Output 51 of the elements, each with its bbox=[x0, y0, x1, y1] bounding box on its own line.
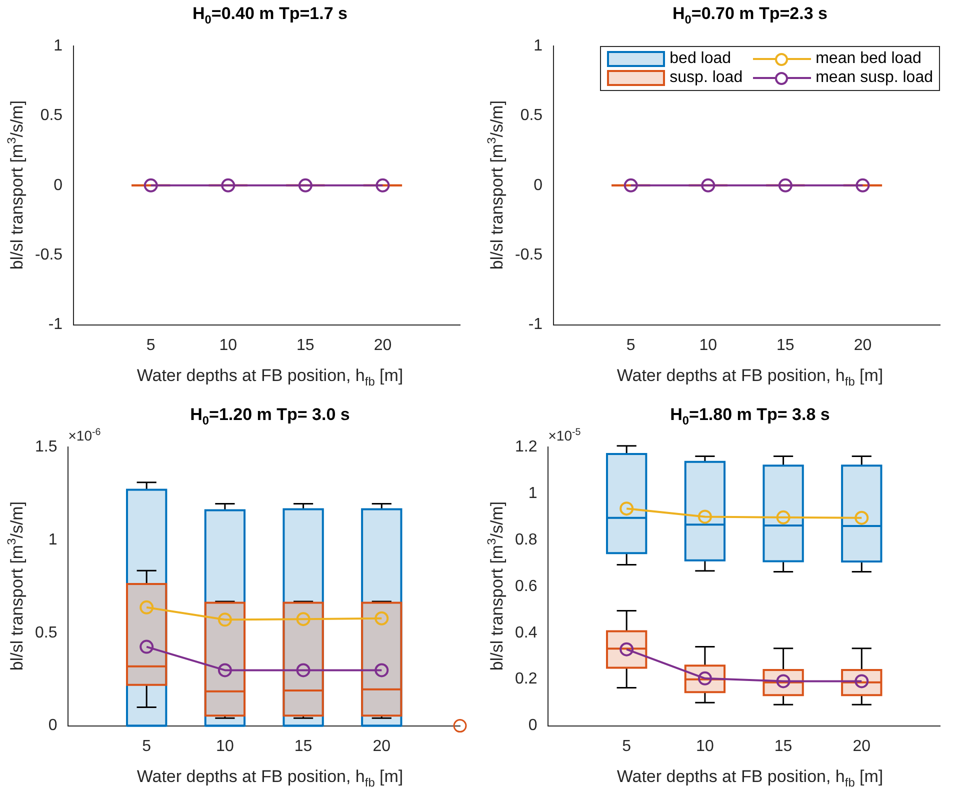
text: ×10$^{-5}$ bbox=[548, 427, 581, 444]
x-tick-label: 15 bbox=[774, 738, 792, 755]
y-tick-label: 0 bbox=[48, 717, 58, 734]
y-tick-label: -1 bbox=[528, 316, 543, 334]
x-tick-label: 20 bbox=[374, 336, 392, 354]
x-axis-title: Water depths at FB position, h$_{fb}$ [m] bbox=[616, 366, 884, 388]
x-tick-label: 20 bbox=[852, 738, 871, 755]
x-axis-title: Water depths at FB position, h$_{fb}$ [m] bbox=[136, 366, 404, 388]
y-tick-label: 0.5 bbox=[34, 624, 58, 642]
y-tick-label: -0.5 bbox=[34, 246, 63, 264]
x-tick-label: 15 bbox=[776, 336, 794, 354]
y-tick-label: 0 bbox=[54, 176, 63, 194]
y-tick-label: -0.5 bbox=[514, 246, 543, 264]
chart-title: H$_{0}$=1.80 m Tp= 3.8 s bbox=[669, 405, 831, 428]
x-tick-label: 10 bbox=[216, 738, 234, 755]
x-axis-title: Water depths at FB position, h$_{fb}$ [m] bbox=[136, 767, 404, 790]
x-tick-label: 15 bbox=[296, 336, 314, 354]
y-tick-label: 1.5 bbox=[34, 438, 58, 456]
chart-title: H$_{0}$=0.40 m Tp=1.7 s bbox=[192, 4, 348, 26]
y-tick-label: 0.8 bbox=[514, 531, 538, 548]
y-tick-label: 1.2 bbox=[514, 438, 538, 456]
y-tick-label: 0.5 bbox=[40, 107, 63, 124]
x-tick-label: 10 bbox=[699, 336, 718, 354]
x-tick-label: 5 bbox=[146, 336, 156, 354]
chart-title: H$_{0}$=1.20 m Tp= 3.0 s bbox=[189, 405, 351, 428]
y-tick-label: 0 bbox=[528, 717, 538, 734]
legend-label: mean susp. load bbox=[816, 69, 933, 87]
y-tick-label: 0.6 bbox=[514, 578, 538, 595]
y-tick-label: 0.2 bbox=[514, 670, 538, 688]
y-tick-label: 1 bbox=[48, 531, 58, 548]
x-tick-label: 20 bbox=[854, 336, 872, 354]
legend-label: susp. load bbox=[670, 69, 743, 87]
x-tick-label: 15 bbox=[294, 738, 312, 755]
x-axis-title: Water depths at FB position, h$_{fb}$ [m] bbox=[616, 767, 884, 790]
y-tick-label: 0.4 bbox=[514, 624, 538, 642]
chart-title: H$_{0}$=0.70 m Tp=2.3 s bbox=[672, 4, 828, 26]
y-tick-label: 1 bbox=[54, 37, 63, 54]
x-tick-label: 5 bbox=[622, 738, 632, 755]
text: ×10$^{-6}$ bbox=[68, 427, 101, 444]
y-tick-label: -1 bbox=[48, 316, 63, 334]
y-tick-label: 1 bbox=[528, 484, 538, 502]
x-tick-label: 5 bbox=[626, 336, 636, 354]
y-tick-label: 0.5 bbox=[520, 107, 543, 124]
y-tick-label: 0 bbox=[534, 176, 543, 194]
x-tick-label: 20 bbox=[372, 738, 391, 755]
x-tick-label: 10 bbox=[696, 738, 714, 755]
legend-label: bed load bbox=[670, 50, 732, 68]
x-tick-label: 10 bbox=[219, 336, 238, 354]
y-tick-label: 1 bbox=[534, 37, 543, 54]
legend-label: mean bed load bbox=[816, 50, 922, 68]
x-tick-label: 5 bbox=[142, 738, 152, 755]
